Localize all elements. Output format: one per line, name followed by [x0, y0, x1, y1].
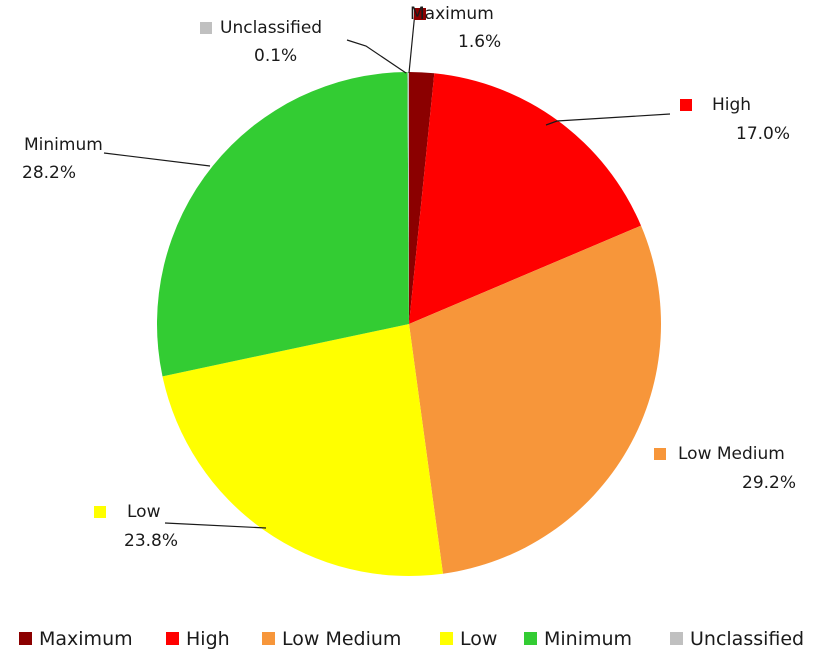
- legend-label-low-medium: Low Medium: [282, 628, 401, 650]
- data-label-percent-low-medium: 29.2%: [742, 473, 796, 493]
- leader-line-maximum: [408, 11, 416, 74]
- data-label-percent-unclassified: 0.1%: [254, 46, 297, 66]
- legend-label-maximum: Maximum: [39, 628, 133, 650]
- pie-slice-low-medium: [409, 225, 661, 574]
- data-label-name-maximum: Maximum: [410, 4, 494, 24]
- data-label-marker-high: [680, 99, 692, 111]
- data-label-name-minimum: Minimum: [24, 135, 103, 155]
- data-label-percent-high: 17.0%: [736, 124, 790, 144]
- data-labels: Maximum 1.6% High 17.0% Low Medium 29.2% Low 23…: [22, 4, 796, 551]
- leader-line-minimum: [103, 152, 211, 167]
- legend: Maximum High Low Medium Low Minimum Unclassif…: [19, 628, 804, 650]
- pie-slice-high: [409, 73, 642, 324]
- legend-swatch-minimum: [524, 632, 537, 645]
- data-label-name-high: High: [712, 95, 751, 115]
- data-label-percent-low: 23.8%: [124, 531, 178, 551]
- data-label-percent-minimum: 28.2%: [22, 163, 76, 183]
- data-label-name-unclassified: Unclassified: [220, 18, 322, 38]
- data-label-name-low: Low: [127, 502, 161, 522]
- legend-label-low: Low: [460, 628, 497, 650]
- legend-label-high: High: [186, 628, 230, 650]
- pie-slice-low: [162, 324, 443, 576]
- legend-label-minimum: Minimum: [544, 628, 632, 650]
- legend-swatch-low-medium: [262, 632, 275, 645]
- pie-slice-maximum: [409, 72, 435, 324]
- legend-label-unclassified: Unclassified: [690, 628, 804, 650]
- leader-line-high: [545, 113, 671, 126]
- legend-swatch-unclassified: [670, 632, 683, 645]
- data-label-marker-maximum: [414, 8, 426, 20]
- leader-line-low: [164, 522, 267, 529]
- data-label-marker-unclassified: [200, 22, 212, 34]
- leader-line-unclassified: [346, 39, 407, 74]
- leader-lines: [103, 11, 671, 529]
- legend-swatch-high: [166, 632, 179, 645]
- data-label-percent-maximum: 1.6%: [458, 32, 501, 52]
- data-label-marker-low-medium: [654, 448, 666, 460]
- pie-slice-unclassified: [407, 72, 409, 324]
- pie-slice-minimum: [156, 72, 409, 377]
- pie-slices: [156, 72, 661, 576]
- data-label-name-low-medium: Low Medium: [678, 444, 785, 464]
- legend-swatch-low: [440, 632, 453, 645]
- legend-swatch-maximum: [19, 632, 32, 645]
- data-label-marker-low: [94, 506, 106, 518]
